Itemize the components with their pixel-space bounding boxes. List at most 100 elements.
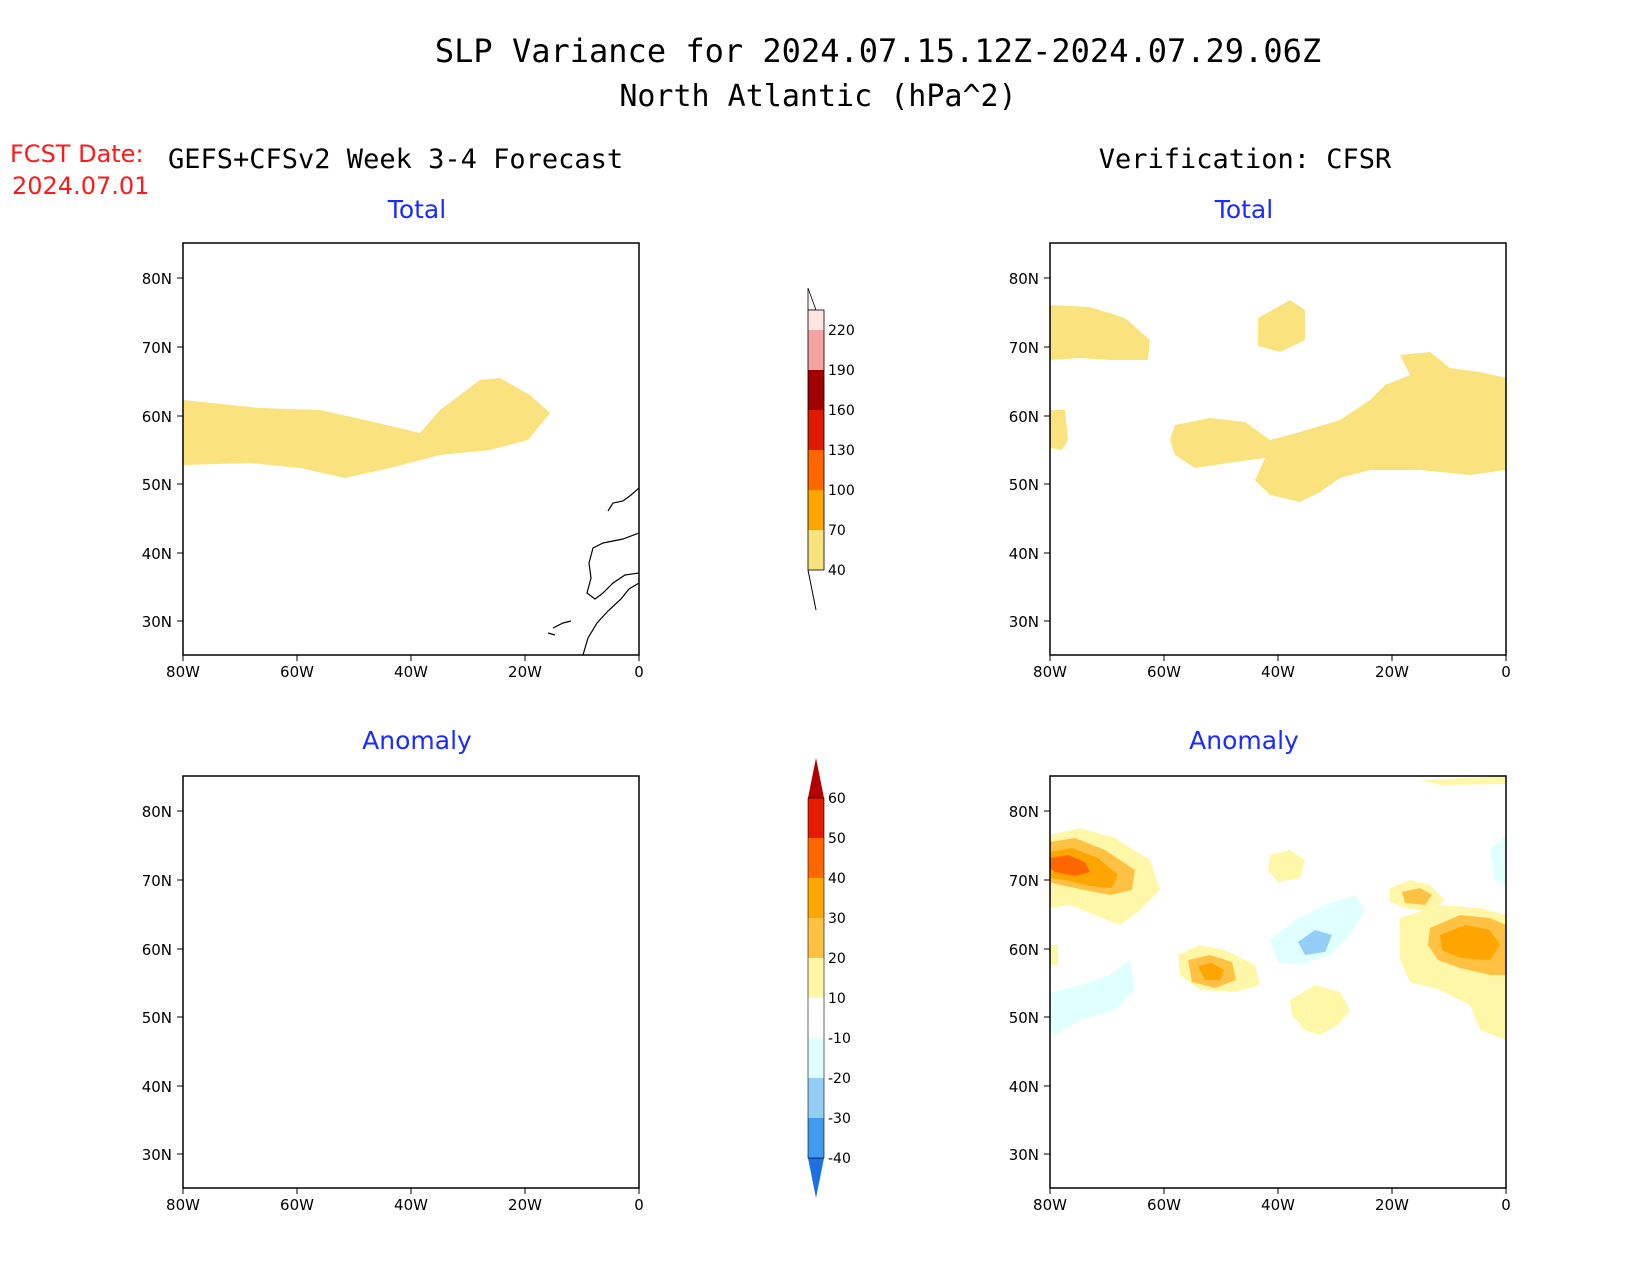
shade-neg-20-30	[1298, 930, 1332, 955]
lon-tick: 20W	[508, 663, 542, 681]
lon-tick: 60W	[1147, 663, 1181, 681]
map-panel-verification-anomaly	[1043, 775, 1507, 1195]
lon-tick: 60W	[280, 1196, 314, 1214]
colorbar-tick: 100	[828, 483, 855, 499]
colorbar-bin	[808, 1078, 824, 1118]
colorbar-tick: 40	[828, 871, 846, 887]
colorbar-tick: 10	[828, 991, 846, 1007]
colorbar-tick: 30	[828, 911, 846, 927]
lat-tick: 50N	[142, 476, 172, 494]
lat-tick: 70N	[142, 339, 172, 357]
lat-tick: 60N	[1009, 408, 1039, 426]
colorbar-bin	[808, 1038, 824, 1078]
colorbar-tick: -40	[828, 1151, 851, 1167]
colorbar-bin	[808, 1118, 824, 1158]
panel-title-forecast-total: Total	[387, 195, 446, 224]
colorbar-bin	[808, 370, 824, 410]
shade-40-70	[1050, 300, 1506, 502]
lon-tick: 0	[634, 1196, 644, 1214]
colorbar-bin	[808, 998, 824, 1038]
colorbar-tick: 130	[828, 443, 855, 459]
main-title: SLP Variance for 2024.07.15.12Z-2024.07.…	[435, 32, 1321, 70]
colorbar-bin	[808, 838, 824, 878]
lat-tick: 30N	[1009, 1146, 1039, 1164]
lat-tick: 50N	[1009, 476, 1039, 494]
lon-tick: 40W	[394, 663, 428, 681]
map-panel-forecast-total	[176, 242, 640, 662]
panel-title-forecast-anomaly: Anomaly	[362, 726, 472, 755]
lat-tick: 30N	[142, 1146, 172, 1164]
colorbar-tick: 50	[828, 831, 846, 847]
lat-tick: 60N	[1009, 941, 1039, 959]
lat-tick: 30N	[1009, 613, 1039, 631]
lon-tick: 20W	[1375, 663, 1409, 681]
lat-tick: 70N	[1009, 872, 1039, 890]
lat-tick: 50N	[142, 1009, 172, 1027]
lat-tick: 50N	[1009, 1009, 1039, 1027]
panel-title-verification-total: Total	[1214, 195, 1273, 224]
colorbar-bin	[808, 450, 824, 490]
lat-tick: 30N	[142, 613, 172, 631]
lon-tick: 20W	[1375, 1196, 1409, 1214]
colorbar-bin	[808, 530, 824, 570]
lat-tick: 80N	[1009, 803, 1039, 821]
forecast-header: GEFS+CFSv2 Week 3-4 Forecast	[168, 144, 623, 175]
colorbar-bin	[808, 310, 824, 330]
shade-40-50	[1050, 855, 1090, 876]
colorbar-tick: 20	[828, 951, 846, 967]
colorbar-bin	[808, 1158, 824, 1198]
lat-tick: 80N	[1009, 270, 1039, 288]
colorbar-tick: 60	[828, 791, 846, 807]
lon-tick: 0	[1501, 1196, 1511, 1214]
fcst-date-label: FCST Date:	[10, 140, 144, 168]
colorbar-bin	[808, 918, 824, 958]
colorbar-tick: -20	[828, 1071, 851, 1087]
colorbar-bin	[808, 758, 824, 798]
lon-tick: 80W	[1033, 1196, 1067, 1214]
lat-tick: 40N	[142, 545, 172, 563]
lat-tick: 40N	[1009, 1078, 1039, 1096]
colorbar-tick: -30	[828, 1111, 851, 1127]
colorbar-bin	[808, 958, 824, 998]
shade-neg-10-20	[1050, 835, 1506, 1035]
colorbar-tick: 220	[828, 323, 855, 339]
colorbar-anomaly: 60 50 40 30 20 10 -10 -20 -30 -40	[807, 758, 851, 1198]
lon-tick: 80W	[166, 1196, 200, 1214]
axis-labels-forecast-total: 80N 70N 60N 50N 40N 30N 80W 60W 40W 20W …	[142, 270, 644, 681]
axis-labels-verification-total: 80N 70N 60N 50N 40N 30N 80W 60W 40W 20W …	[1009, 270, 1511, 681]
lat-tick: 70N	[1009, 339, 1039, 357]
colorbar-bin	[808, 330, 824, 370]
lat-tick: 60N	[142, 408, 172, 426]
lat-tick: 80N	[142, 803, 172, 821]
colorbar-tick: -10	[828, 1031, 851, 1047]
axis-labels-verification-anomaly: 80N 70N 60N 50N 40N 30N 80W 60W 40W 20W …	[1009, 803, 1511, 1214]
lon-tick: 60W	[1147, 1196, 1181, 1214]
lat-tick: 40N	[142, 1078, 172, 1096]
lon-tick: 0	[634, 663, 644, 681]
colorbar-bin	[808, 798, 824, 838]
colorbar-bin	[808, 410, 824, 450]
lat-tick: 70N	[142, 872, 172, 890]
lon-tick: 40W	[1261, 663, 1295, 681]
verification-header: Verification: CFSR	[1099, 144, 1392, 175]
colorbar-tick: 40	[828, 563, 846, 579]
lon-tick: 20W	[508, 1196, 542, 1214]
fcst-date-value: 2024.07.01	[12, 172, 149, 200]
colorbar-tick: 190	[828, 363, 855, 379]
lon-tick: 40W	[1261, 1196, 1295, 1214]
shade-40-70	[183, 378, 550, 478]
map-panel-verification-total	[1043, 242, 1507, 662]
lon-tick: 80W	[1033, 663, 1067, 681]
colorbar-tick: 160	[828, 403, 855, 419]
colorbar-tick: 70	[828, 523, 846, 539]
lat-tick: 40N	[1009, 545, 1039, 563]
map-panel-forecast-anomaly	[176, 775, 640, 1195]
axis-labels-forecast-anomaly: 80N 70N 60N 50N 40N 30N 80W 60W 40W 20W …	[142, 803, 644, 1214]
panel-title-verification-anomaly: Anomaly	[1189, 726, 1299, 755]
lat-tick: 80N	[142, 270, 172, 288]
main-subtitle: North Atlantic (hPa^2)	[619, 79, 1016, 114]
lat-tick: 60N	[142, 941, 172, 959]
colorbar-bin	[808, 490, 824, 530]
colorbar-bin	[808, 878, 824, 918]
